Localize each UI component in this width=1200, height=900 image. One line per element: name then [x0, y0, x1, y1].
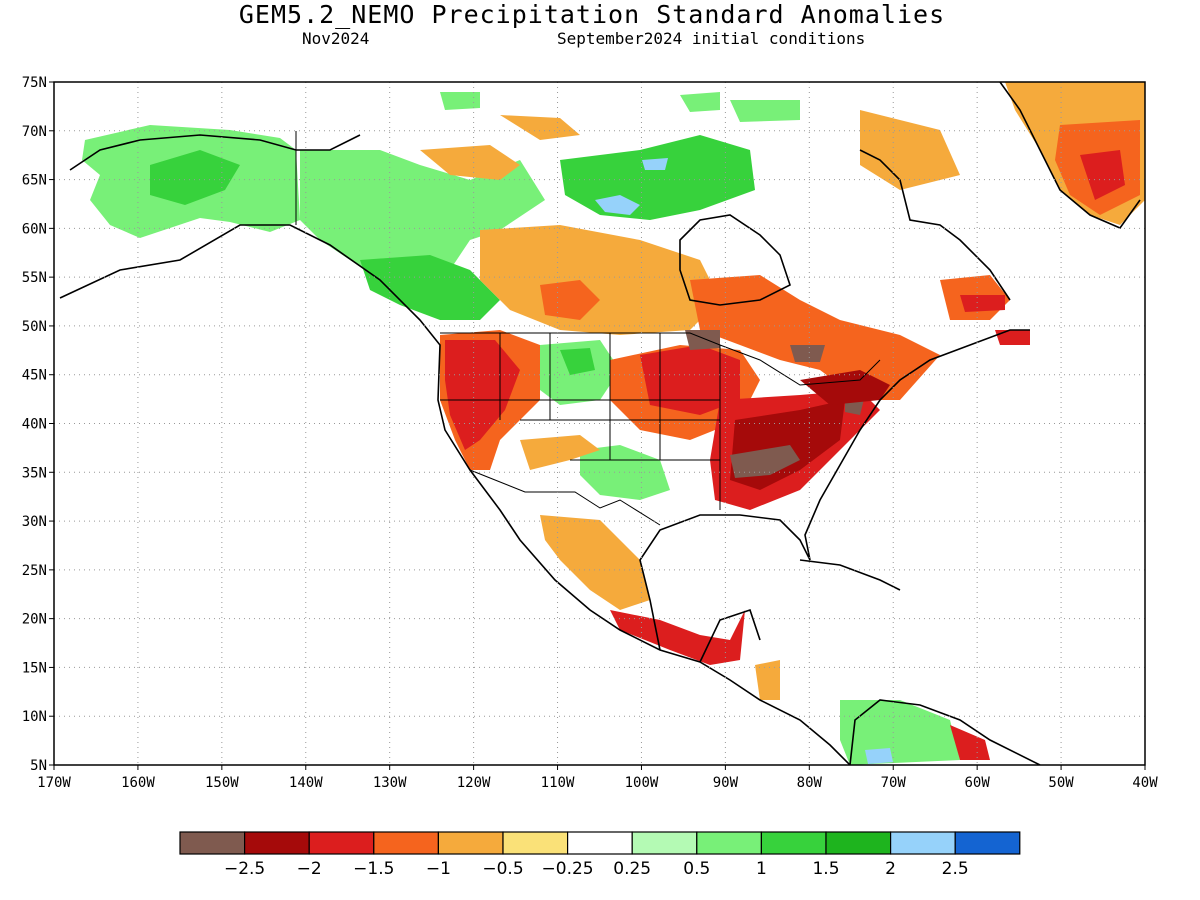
tennessee-brown [730, 395, 865, 478]
texas-dry [520, 435, 600, 470]
yucatan-outline [699, 608, 761, 663]
lon-tick-label: 130W [373, 775, 407, 791]
south-america-outline [849, 699, 1041, 765]
colorbar-swatch [502, 831, 569, 855]
lat-tick-label: 45N [22, 368, 47, 384]
lon-tick-label: 110W [541, 775, 575, 791]
west-coast-outline [59, 224, 851, 765]
anomaly-fields [82, 82, 1145, 765]
colorbar-label: −0.5 [482, 859, 523, 879]
colorbar-swatch [760, 831, 827, 855]
colorbar-label: −0.25 [542, 859, 594, 879]
us-canada-border [440, 332, 881, 386]
northeast-red [800, 370, 890, 405]
colorbar-label: −1 [426, 859, 451, 879]
bc-wet [360, 255, 500, 320]
colorbar-swatch [373, 831, 439, 855]
rockies-wet-core [560, 348, 595, 375]
prairies-dry [480, 225, 720, 335]
hudson-bay-outline [679, 214, 791, 306]
hudson-blue [595, 195, 640, 215]
colorbar-swatch [889, 831, 956, 855]
lon-tick-label: 40W [1132, 775, 1158, 791]
colorbar-label: 0.25 [613, 859, 651, 879]
alaska-wet-core [150, 150, 240, 205]
colorbar: −2.5 −2 −1.5 −1 −0.5 −0.25 0.25 0.5 1 1.5 2 2.5 [179, 831, 1021, 879]
us-mexico-border [469, 469, 661, 526]
colorbar-label: −2 [297, 859, 322, 879]
colorbar-label: −1.5 [353, 859, 394, 879]
map-title: GEM5.2_NEMO Precipitation Standard Anoma… [238, 0, 946, 29]
lon-tick-label: 140W [289, 775, 323, 791]
colorbar-swatch [825, 831, 892, 855]
prairies-orange [540, 280, 600, 320]
greenland-red [1080, 150, 1125, 200]
gulf-coast-outline [639, 329, 1030, 651]
colorbar-swatch [954, 831, 1021, 855]
political-borders [295, 131, 881, 526]
yukon-wet [300, 150, 545, 280]
colorbar-label: 0.5 [683, 859, 710, 879]
lat-tick-label: 35N [22, 465, 47, 481]
colorbar-swatch [696, 831, 762, 855]
colorbar-swatch [179, 831, 246, 855]
lat-tick-label: 5N [30, 758, 47, 774]
lat-tick-label: 10N [22, 709, 47, 725]
lat-tick-label: 30N [22, 514, 47, 530]
midwest-red [640, 345, 740, 415]
lat-tick-label: 20N [22, 612, 47, 628]
colorbar-label: 1.5 [812, 859, 839, 879]
lat-tick-label: 75N [22, 75, 47, 91]
cuba-outline [799, 559, 901, 591]
lon-tick-label: 50W [1048, 775, 1074, 791]
state-lines [440, 333, 721, 510]
arctic-wet [440, 92, 800, 122]
venezuela-red [950, 725, 990, 760]
lon-tick-label: 90W [713, 775, 739, 791]
hudson-blue-2 [642, 158, 668, 170]
lat-tick-label: 65N [22, 173, 47, 189]
lon-tick-label: 100W [625, 775, 659, 791]
colorbar-swatch [244, 831, 310, 855]
colorbar-label: −2.5 [224, 859, 265, 879]
lon-tick-label: 70W [881, 775, 907, 791]
lat-tick-label: 55N [22, 270, 47, 286]
north-dry-band [420, 110, 960, 190]
ontario-dry [690, 275, 940, 400]
labrador-coast [859, 149, 1011, 301]
lat-tick-label: 70N [22, 124, 47, 140]
colorbar-label: 2 [885, 859, 896, 879]
lat-tick-label: 50N [22, 319, 47, 335]
colombia-blue [865, 748, 893, 764]
forecast-month: Nov2024 [302, 29, 370, 48]
longitude-labels: 170W 160W 150W 140W 130W 120W 110W 100W 90W 80W 70… [37, 765, 1158, 791]
lon-tick-label: 160W [121, 775, 155, 791]
colorbar-swatch [308, 831, 375, 855]
lon-tick-label: 150W [205, 775, 239, 791]
lon-tick-label: 120W [457, 775, 491, 791]
latitude-labels: 75N 70N 65N 60N 55N 50N 45N 40N 35N 30N 25N 20N 15N 1… [22, 75, 54, 774]
lat-tick-label: 25N [22, 563, 47, 579]
colorbar-swatch [566, 831, 633, 855]
lat-tick-label: 60N [22, 221, 47, 237]
lat-tick-label: 15N [22, 660, 47, 676]
colorbar-label: 1 [756, 859, 767, 879]
colorbar-swatch [631, 831, 698, 855]
lon-tick-label: 60W [965, 775, 991, 791]
colorbar-label: 2.5 [942, 859, 969, 879]
caribbean-dry [755, 660, 780, 700]
mexico-red [610, 610, 745, 665]
colorbar-swatch [437, 831, 504, 855]
alaska-north-coast [69, 134, 361, 171]
lon-tick-label: 170W [37, 775, 71, 791]
great-lakes-brown [685, 330, 825, 362]
mexico-dry [540, 515, 650, 610]
lon-tick-label: 80W [797, 775, 823, 791]
initial-conditions: September2024 initial conditions [557, 29, 866, 48]
lat-tick-label: 40N [22, 417, 47, 433]
pnw-red [445, 340, 520, 450]
graticule [54, 82, 1145, 765]
